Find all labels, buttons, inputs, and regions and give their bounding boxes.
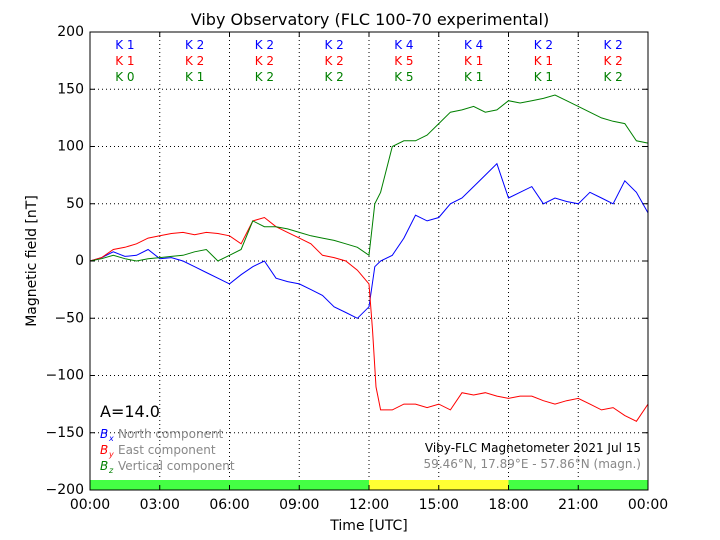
grid <box>90 32 648 490</box>
y-axis-label: Magnetic field [nT] <box>24 195 40 327</box>
x-tick-label: 18:00 <box>488 497 528 513</box>
y-tick-label: −100 <box>46 368 84 384</box>
coords-caption: 59.46°N, 17.89°E - 57.86°N (magn.) <box>424 457 641 471</box>
k-index-by: K 1 <box>464 54 483 68</box>
k-index-by: K 2 <box>255 54 274 68</box>
y-tick-label: −200 <box>46 482 84 498</box>
legend-subscript: x <box>108 434 114 443</box>
k-index-bx: K 1 <box>115 38 134 52</box>
k-index-bx: K 2 <box>185 38 204 52</box>
k-index-by: K 1 <box>534 54 553 68</box>
a-index: A=14.0 <box>100 402 160 421</box>
k-index-by: K 2 <box>603 54 622 68</box>
y-tick-label: 0 <box>75 253 84 269</box>
legend-subscript: z <box>108 466 114 475</box>
station-caption: Viby-FLC Magnetometer 2021 Jul 15 <box>425 441 641 455</box>
legend-symbol: B <box>100 443 108 457</box>
y-tick-label: 150 <box>57 81 84 97</box>
series-lines <box>89 94 649 422</box>
y-tick-label: 50 <box>66 196 84 212</box>
y-tick-label: −50 <box>54 310 84 326</box>
legend-subscript: y <box>108 450 114 459</box>
x-tick-label: 06:00 <box>209 497 249 513</box>
series-line-x <box>89 162 649 319</box>
legend-symbol: B <box>100 459 108 473</box>
k-index-bx: K 4 <box>464 38 483 52</box>
x-axis-label: Time [UTC] <box>329 518 407 534</box>
k-index-bx: K 2 <box>255 38 274 52</box>
k-index-bx: K 2 <box>534 38 553 52</box>
k-index-bz: K 1 <box>534 70 553 84</box>
x-tick-label: 03:00 <box>140 497 180 513</box>
legend-label: East component <box>118 443 216 457</box>
k-index-by: K 1 <box>115 54 134 68</box>
x-tick-label: 21:00 <box>558 497 598 513</box>
legend-symbol: B <box>100 427 108 441</box>
k-index-by: K 2 <box>185 54 204 68</box>
series-line-y <box>89 216 649 422</box>
k-index-bx: K 2 <box>603 38 622 52</box>
chart-title: Viby Observatory (FLC 100-70 experimenta… <box>191 10 550 29</box>
y-tick-label: −150 <box>46 425 84 441</box>
x-tick-label: 09:00 <box>279 497 319 513</box>
k-index-bz: K 5 <box>394 70 413 84</box>
k-index-bz: K 1 <box>464 70 483 84</box>
k-index-bz: K 2 <box>603 70 622 84</box>
k-index-bx: K 4 <box>394 38 413 52</box>
x-tick-label: 00:00 <box>70 497 110 513</box>
k-index-table: K 1 K 2 K 2 K 2 K 4 K 4 K 2 K 2 K 1 K 2 K 2 K 2 K 5 K… <box>115 38 623 84</box>
x-tick-label: 00:00 <box>628 497 668 513</box>
y-tick-label: 100 <box>57 139 84 155</box>
k-index-by: K 2 <box>324 54 343 68</box>
k-index-bx: K 2 <box>324 38 343 52</box>
x-tick-label: 15:00 <box>419 497 459 513</box>
y-tick-label: 200 <box>57 24 84 40</box>
k-index-bz: K 2 <box>324 70 343 84</box>
x-tick-label: 12:00 <box>349 497 389 513</box>
k-index-bz: K 1 <box>185 70 204 84</box>
axis-ticks: 00:00 03:00 06:00 09:00 12:00 15:00 18:00 21:00… <box>46 24 669 513</box>
legend-label: North component <box>118 427 224 441</box>
k-index-bz: K 2 <box>255 70 274 84</box>
series-line-z <box>89 94 649 262</box>
legend-label: Vertical component <box>118 459 235 473</box>
k-index-bz: K 0 <box>115 70 134 84</box>
k-index-by: K 5 <box>394 54 413 68</box>
